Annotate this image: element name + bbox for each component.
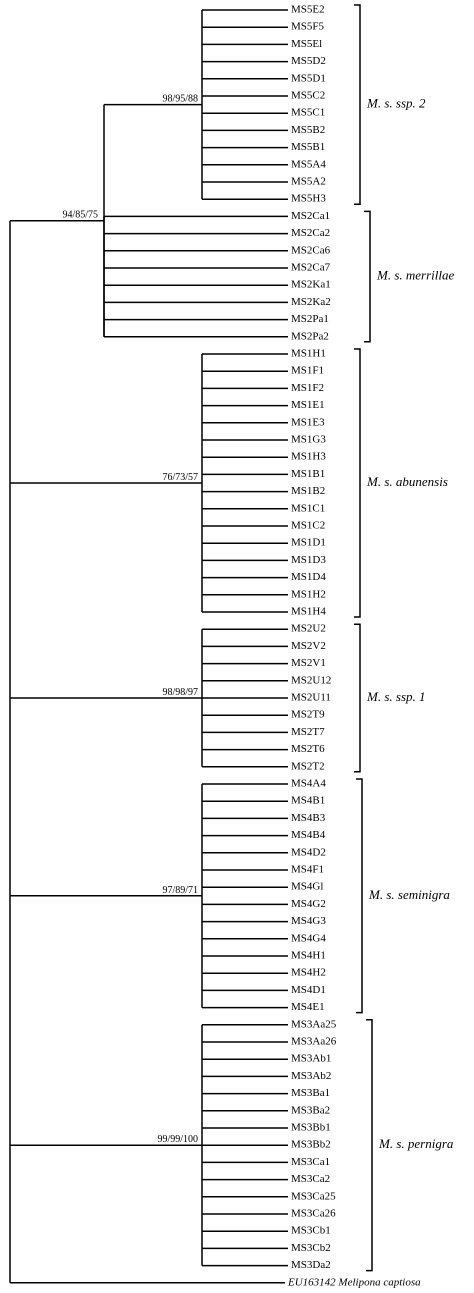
leaf-label: MS5B1 bbox=[291, 141, 325, 153]
leaf-label: MS1G3 bbox=[291, 434, 326, 446]
leaf-label: MS3Ba2 bbox=[291, 1104, 330, 1116]
leaf-label: MS3Ab2 bbox=[291, 1070, 331, 1082]
leaf-label: MS5C1 bbox=[291, 107, 325, 119]
leaf-label: MS2V1 bbox=[291, 657, 326, 669]
leaf-label: MS5C2 bbox=[291, 90, 325, 102]
leaf-label: MS5El bbox=[291, 38, 322, 50]
leaf-label: MS5F5 bbox=[291, 21, 325, 33]
support-value: 99/99/100 bbox=[157, 1134, 198, 1145]
leaf-label: MS3Bb2 bbox=[291, 1139, 331, 1151]
leaf-label: MS4H1 bbox=[291, 950, 326, 962]
leaf-label: MS2U11 bbox=[291, 692, 331, 704]
leaf-label: MS3Ca2 bbox=[291, 1173, 330, 1185]
clade-bracket bbox=[366, 1019, 373, 1272]
leaf-label: MS5D1 bbox=[291, 72, 326, 84]
group-label: M. s. seminigra bbox=[368, 887, 450, 902]
leaf-label: MS4B4 bbox=[291, 829, 326, 841]
leaf-label: MS2Ca6 bbox=[291, 244, 331, 256]
leaf-label: MS2V2 bbox=[291, 640, 326, 652]
support-value: 98/98/97 bbox=[162, 687, 198, 698]
leaf-label: MS2Ca1 bbox=[291, 210, 330, 222]
leaf-label: MS3Ca26 bbox=[291, 1208, 336, 1220]
leaf-label: MS5E2 bbox=[291, 4, 325, 16]
leaf-label: MS3Ab1 bbox=[291, 1053, 331, 1065]
leaf-label: MS3Cb1 bbox=[291, 1225, 331, 1237]
leaf-label: MS3Cb2 bbox=[291, 1242, 331, 1254]
clade-bracket bbox=[354, 348, 361, 618]
leaf-label: MS2T9 bbox=[291, 709, 325, 721]
clade-bracket bbox=[364, 210, 371, 343]
leaf-label: MS1H2 bbox=[291, 588, 326, 600]
support-value: 76/73/57 bbox=[162, 472, 198, 483]
leaf-label: MS5A4 bbox=[291, 158, 326, 170]
leaf-label: MS1B2 bbox=[291, 485, 325, 497]
leaf-label: MS1D1 bbox=[291, 537, 326, 549]
leaf-label: MS1C1 bbox=[291, 502, 325, 514]
leaf-label: MS3Bb1 bbox=[291, 1122, 331, 1134]
leaf-label: MS1H3 bbox=[291, 451, 326, 463]
leaf-label: MS4G2 bbox=[291, 898, 326, 910]
leaf-label: MS5D2 bbox=[291, 55, 326, 67]
leaf-label: MS3Da2 bbox=[291, 1259, 331, 1271]
leaf-label: MS2U2 bbox=[291, 623, 326, 635]
group-label: M. s. ssp. 2 bbox=[366, 96, 426, 111]
leaf-label: MS4B3 bbox=[291, 812, 326, 824]
leaf-label: MS2Pa1 bbox=[291, 313, 329, 325]
leaf-label: MS3Ca1 bbox=[291, 1156, 330, 1168]
outgroup-label: EU163142 Melipona captiosa bbox=[287, 1276, 421, 1288]
leaf-label: MS1F1 bbox=[291, 365, 324, 377]
leaf-label: MS1E1 bbox=[291, 399, 325, 411]
leaf-label: MS4G3 bbox=[291, 915, 326, 927]
leaf-label: MS4E1 bbox=[291, 1001, 325, 1013]
leaf-label: MS1F2 bbox=[291, 382, 324, 394]
leaf-label: MS3Ba1 bbox=[291, 1087, 330, 1099]
leaf-label: MS3Aa26 bbox=[291, 1036, 337, 1048]
leaf-label: MS2T7 bbox=[291, 726, 325, 738]
leaf-label: MS2T2 bbox=[291, 760, 325, 772]
leaf-label: MS1E3 bbox=[291, 416, 325, 428]
leaf-label: MS5H3 bbox=[291, 193, 326, 205]
leaf-label: MS3Ca25 bbox=[291, 1190, 336, 1202]
leaf-label: MS4A4 bbox=[291, 778, 326, 790]
leaf-label: MS5B2 bbox=[291, 124, 325, 136]
leaf-label: MS2Ca7 bbox=[291, 262, 331, 274]
support-value: 97/89/71 bbox=[162, 885, 198, 896]
leaf-label: MS2Ca2 bbox=[291, 227, 330, 239]
leaf-label: MS2Ka1 bbox=[291, 279, 331, 291]
leaf-label: MS4D2 bbox=[291, 846, 326, 858]
leaf-label: MS2Ka2 bbox=[291, 296, 331, 308]
leaf-label: MS4G4 bbox=[291, 932, 326, 944]
leaf-label: MS1D3 bbox=[291, 554, 326, 566]
group-label: M. s. merrillae bbox=[376, 268, 455, 283]
leaf-label: MS4Gl bbox=[291, 881, 323, 893]
support-value: 94/85/75 bbox=[62, 210, 98, 221]
clade-bracket bbox=[356, 778, 363, 1014]
leaf-label: MS4B1 bbox=[291, 795, 325, 807]
leaf-label: MS1H1 bbox=[291, 348, 326, 360]
group-label: M. s. pernigra bbox=[378, 1136, 454, 1151]
leaf-label: MS2U12 bbox=[291, 674, 331, 686]
leaf-label: MS3Aa25 bbox=[291, 1018, 337, 1030]
leaf-label: MS2Pa2 bbox=[291, 330, 329, 342]
leaf-label: MS4F1 bbox=[291, 864, 324, 876]
leaf-label: MS4D1 bbox=[291, 984, 326, 996]
leaf-label: MS1C2 bbox=[291, 520, 325, 532]
leaf-label: MS1B1 bbox=[291, 468, 325, 480]
support-value: 98/95/88 bbox=[162, 94, 198, 105]
leaf-label: MS5A2 bbox=[291, 176, 326, 188]
group-label: M. s. abunensis bbox=[366, 474, 448, 489]
leaf-label: MS1D4 bbox=[291, 571, 326, 583]
group-label: M. s. ssp. 1 bbox=[366, 689, 426, 704]
clade-bracket bbox=[354, 623, 361, 773]
clade-bracket bbox=[354, 4, 361, 205]
leaf-label: MS4H2 bbox=[291, 967, 326, 979]
leaf-label: MS2T6 bbox=[291, 743, 325, 755]
leaf-label: MS1H4 bbox=[291, 606, 326, 618]
